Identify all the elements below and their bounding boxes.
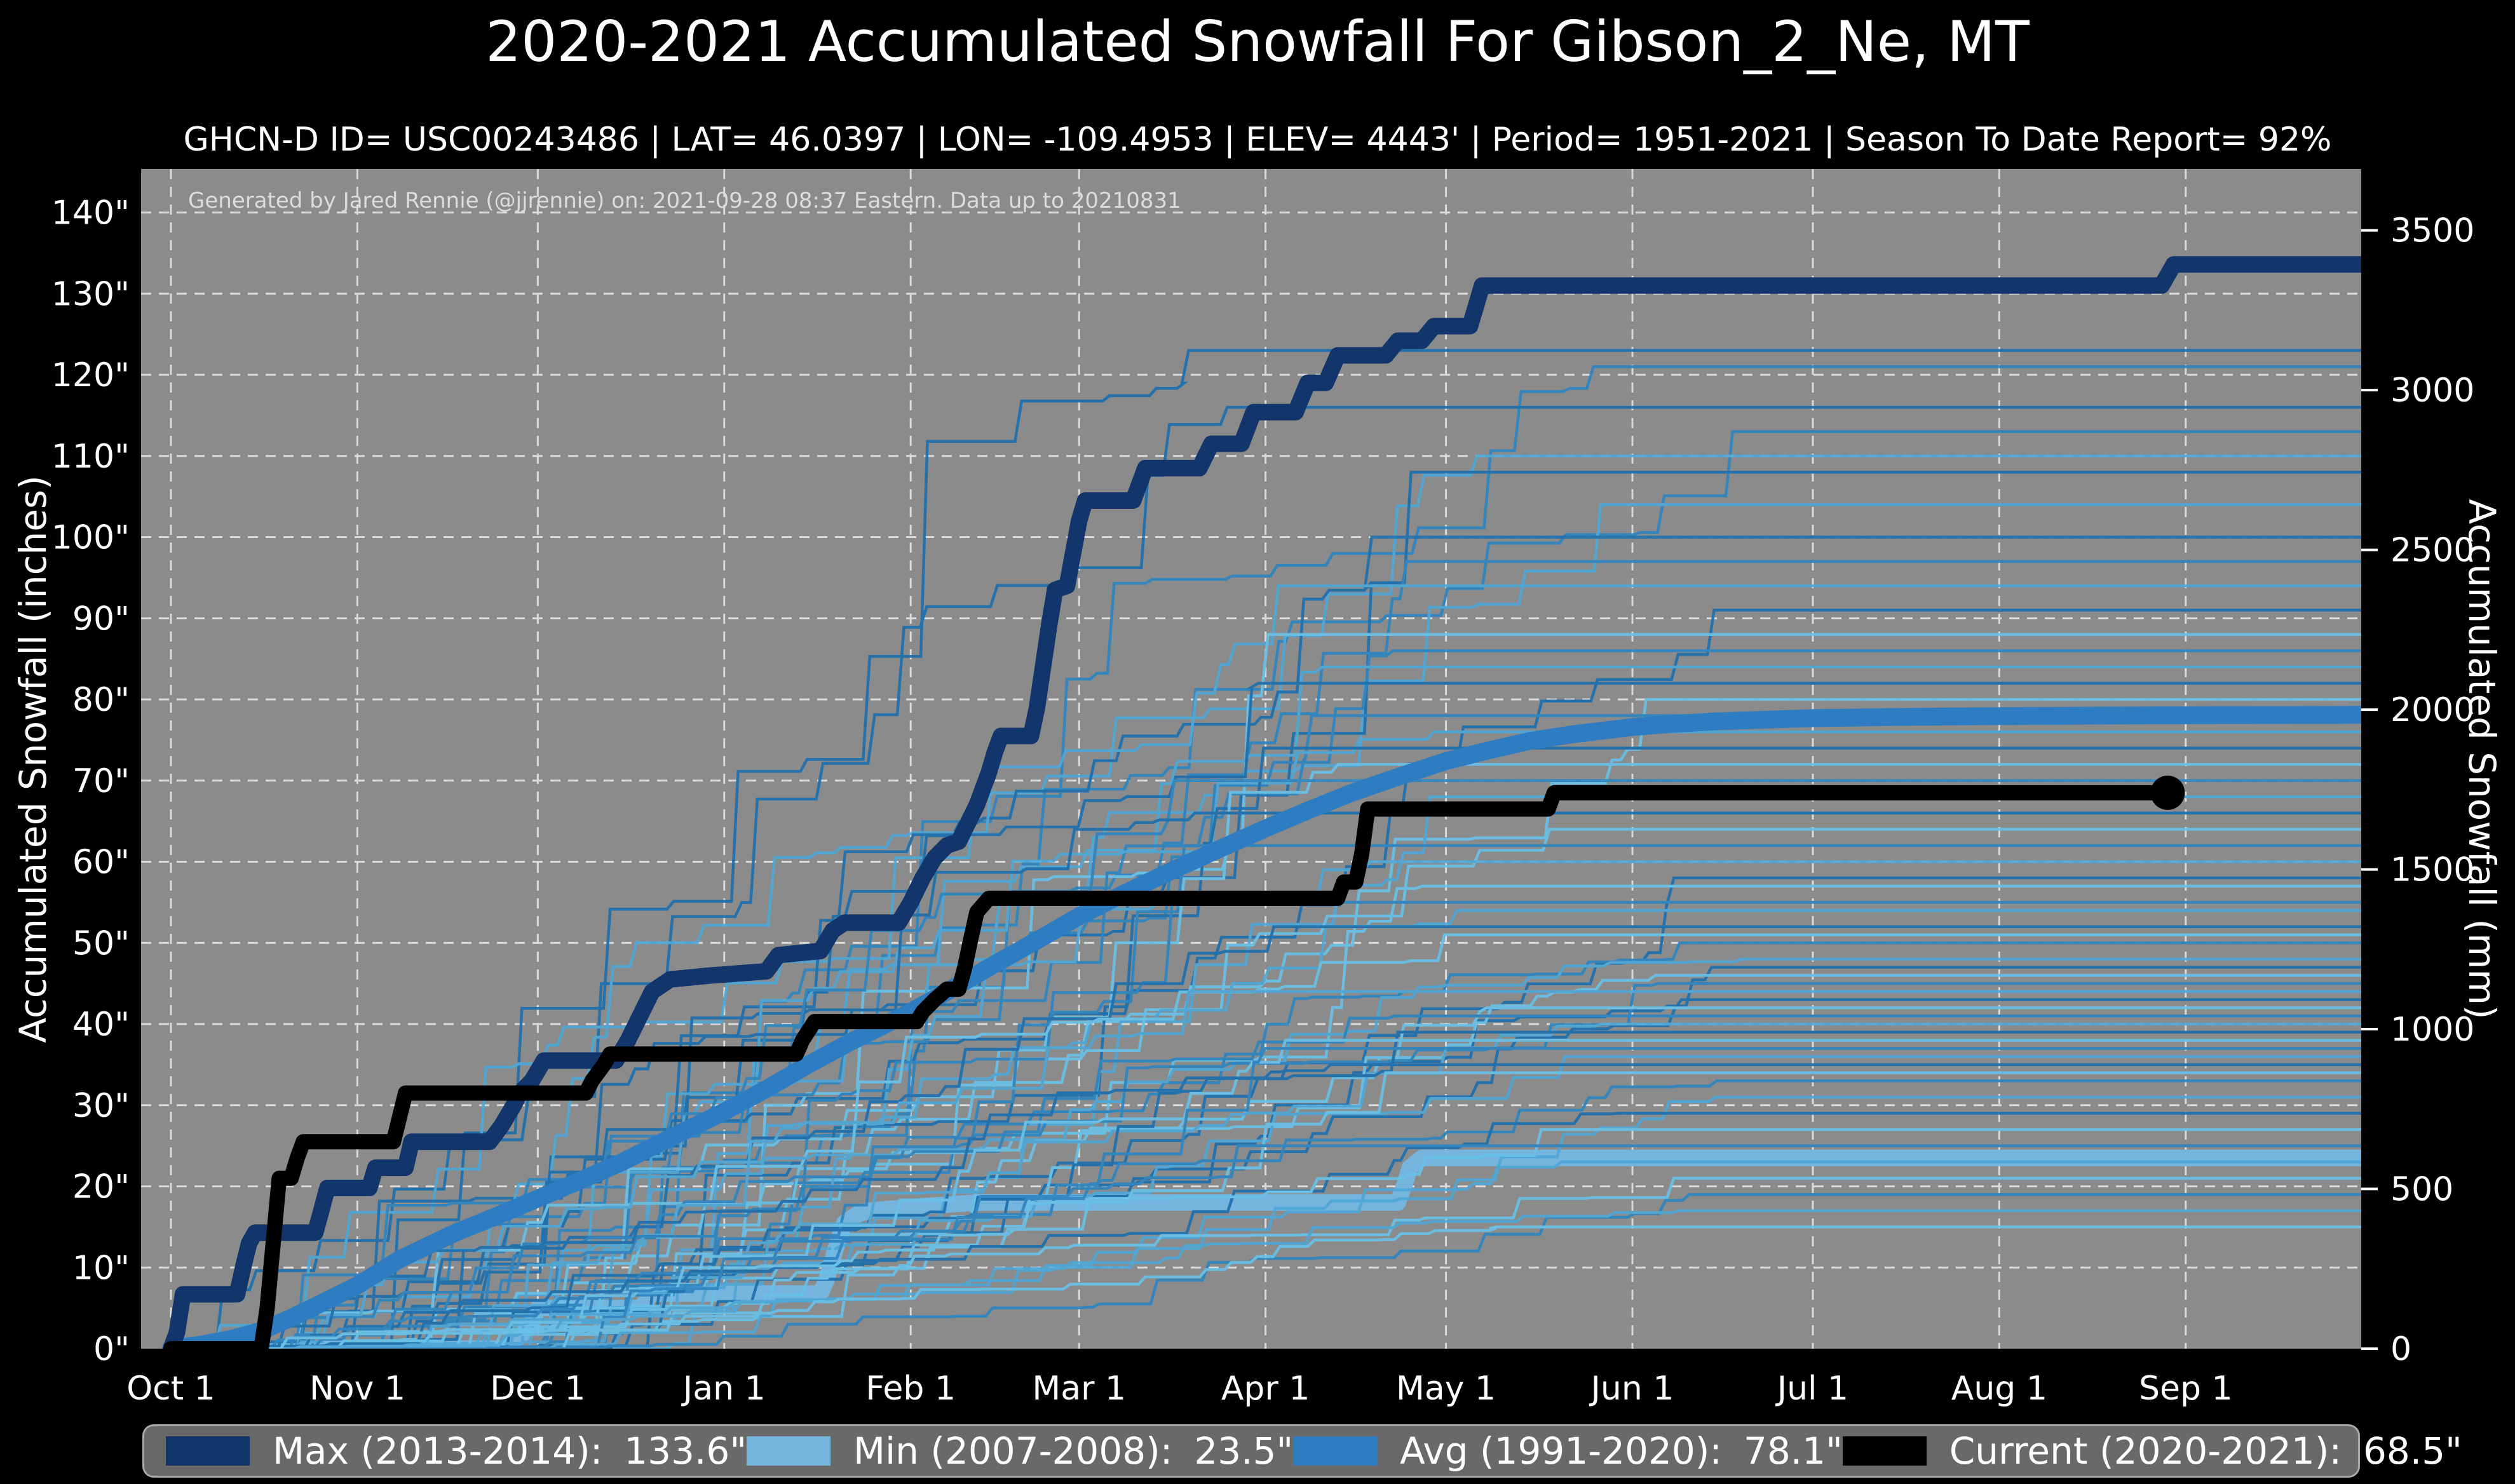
current-swatch xyxy=(1842,1436,1927,1466)
axis-tick-labels: 0" 10" 20" 30" 40" 50" 60" 70" 80" 90" 100" 110" 120… xyxy=(51,194,2475,1408)
year-line xyxy=(171,941,2361,1349)
legend-label: Max (2013-2014): xyxy=(273,1429,603,1473)
x-tick-label: Jan 1 xyxy=(681,1370,766,1408)
x-tick-label: Apr 1 xyxy=(1221,1370,1310,1408)
x-tick-label: Dec 1 xyxy=(490,1370,585,1408)
x-tick-label: May 1 xyxy=(1396,1370,1496,1408)
max-swatch xyxy=(166,1436,250,1466)
left-tick-label: 50" xyxy=(72,924,130,962)
left-tick-label: 30" xyxy=(72,1087,130,1125)
left-tick-label: 120" xyxy=(51,356,130,395)
right-tick-label: 3500 xyxy=(2390,212,2474,250)
legend-label: Avg (1991-2020): xyxy=(1400,1429,1722,1473)
x-tick-label: Oct 1 xyxy=(126,1370,215,1408)
x-tick-label: Mar 1 xyxy=(1032,1370,1126,1408)
left-axis-title: Accumulated Snowfall (inches) xyxy=(11,475,55,1043)
right-tick-label: 2500 xyxy=(2390,532,2474,570)
right-tick-label: 500 xyxy=(2390,1171,2453,1209)
left-tick-label: 90" xyxy=(72,600,130,638)
series-avg-line xyxy=(162,706,2361,1349)
legend-label: Min (2007-2008): xyxy=(853,1429,1173,1473)
x-tick-label: Jul 1 xyxy=(1775,1370,1848,1408)
left-tick-label: 110" xyxy=(51,438,130,476)
legend-item-min: Min (2007-2008): 23.5" xyxy=(747,1429,1293,1473)
year-line xyxy=(171,1144,2361,1349)
year-line xyxy=(171,1112,2361,1349)
legend: Max (2013-2014): 133.6" Min (2007-2008):… xyxy=(142,1424,2462,1478)
x-tick-label: Jun 1 xyxy=(1589,1370,1674,1408)
series-max-line xyxy=(163,256,2361,1349)
legend-item-current: Current (2020-2021): 68.5" xyxy=(1842,1429,2462,1473)
legend-value: 68.5" xyxy=(2362,1429,2462,1473)
legend-label: Current (2020-2021): xyxy=(1949,1429,2342,1473)
year-line xyxy=(171,471,2361,1349)
year-line xyxy=(171,746,2361,1349)
year-line xyxy=(171,349,2361,1349)
x-tick-label: Aug 1 xyxy=(1951,1370,2047,1408)
year-line xyxy=(171,1079,2361,1349)
year-line xyxy=(171,901,2361,1349)
legend-value: 133.6" xyxy=(624,1429,747,1473)
left-tick-label: 60" xyxy=(72,844,130,882)
left-tick-label: 100" xyxy=(51,519,130,557)
year-line xyxy=(171,990,2361,1349)
left-tick-label: 130" xyxy=(51,275,130,313)
year-line xyxy=(171,1209,2361,1349)
left-tick-label: 0" xyxy=(93,1330,130,1368)
chart-title: 2020-2021 Accumulated Snowfall For Gibso… xyxy=(485,9,2030,74)
x-tick-label: Nov 1 xyxy=(309,1370,405,1408)
background-year-lines xyxy=(171,349,2361,1349)
year-line xyxy=(171,430,2361,1349)
year-line xyxy=(171,682,2361,1349)
year-line xyxy=(171,698,2361,1349)
left-tick-label: 80" xyxy=(72,681,130,719)
year-line xyxy=(171,1225,2361,1349)
x-tick-label: Feb 1 xyxy=(865,1370,956,1408)
year-line xyxy=(171,1128,2361,1349)
legend-value: 23.5" xyxy=(1194,1429,1294,1473)
year-line xyxy=(171,933,2361,1349)
right-tick-label: 1000 xyxy=(2390,1011,2474,1049)
left-tick-label: 40" xyxy=(72,1006,130,1044)
left-tick-label: 70" xyxy=(72,762,130,800)
right-tick-label: 0 xyxy=(2390,1330,2411,1368)
generated-note: Generated by Jared Rennie (@jjrennie) on… xyxy=(188,188,1181,213)
year-line xyxy=(171,1160,2361,1349)
year-line xyxy=(171,925,2361,1349)
left-tick-label: 10" xyxy=(72,1249,130,1287)
left-tick-label: 20" xyxy=(72,1168,130,1206)
legend-item-max: Max (2013-2014): 133.6" xyxy=(166,1429,747,1473)
right-tick-label: 3000 xyxy=(2390,372,2474,410)
x-tick-label: Sep 1 xyxy=(2139,1370,2233,1408)
legend-value: 78.1" xyxy=(1743,1429,1843,1473)
chart-subtitle: GHCN-D ID= USC00243486 | LAT= 46.0397 | … xyxy=(183,121,2332,159)
left-tick-label: 140" xyxy=(51,194,130,233)
plot-area xyxy=(141,169,2361,1349)
avg-swatch xyxy=(1293,1436,1378,1466)
series-current-line-end-marker xyxy=(2150,775,2185,810)
year-line xyxy=(171,405,2361,1349)
right-tick-label: 1500 xyxy=(2390,851,2474,889)
right-tick-label: 2000 xyxy=(2390,691,2474,729)
year-line xyxy=(171,908,2361,1349)
series-current-line xyxy=(163,785,2176,1349)
right-axis-title: Accumulated Snowfall (mm) xyxy=(2460,499,2504,1020)
legend-item-avg: Avg (1991-2020): 78.1" xyxy=(1293,1429,1843,1473)
min-swatch xyxy=(747,1436,831,1466)
